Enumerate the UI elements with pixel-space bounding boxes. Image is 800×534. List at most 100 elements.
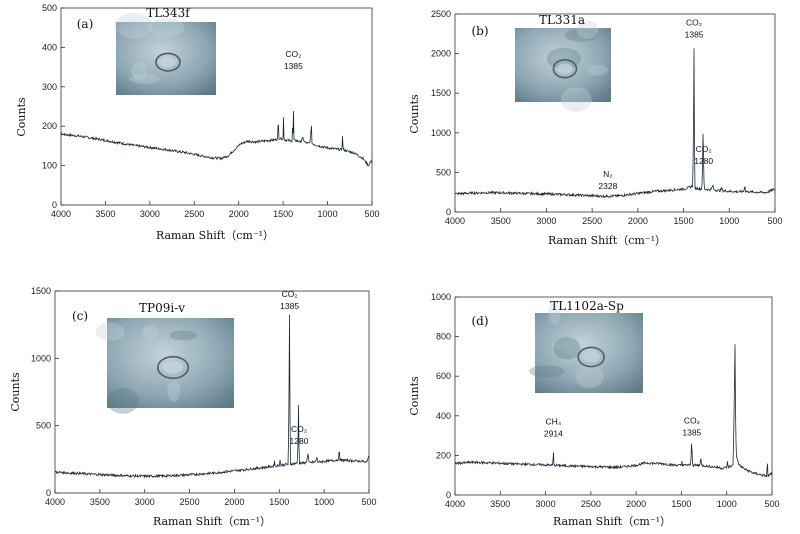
sample-id: TL331a	[539, 13, 585, 27]
x-tick-label: 3000	[135, 497, 155, 507]
peak-position-label: 1385	[682, 428, 701, 438]
panel-d: 4000 3500 3000 2500 2000 1500 1000 500 0 200 400 60…	[408, 292, 780, 528]
inclusion-outline	[155, 52, 181, 72]
x-tick-label: 1500	[674, 216, 694, 226]
x-tick-label: 1000	[314, 497, 334, 507]
spectrum-line	[454, 48, 776, 199]
x-tick-label: 1000	[318, 209, 338, 219]
x-tick-label: 3500	[95, 209, 115, 219]
x-tick-label: 500	[767, 216, 782, 226]
peak-position-label: 1385	[280, 301, 299, 311]
panel-a: 4000 3500 3000 2500 2000 1500 1000 500 0 100 200 30…	[15, 3, 380, 242]
spectrum-line	[454, 344, 773, 478]
y-tick-label: 1500	[31, 286, 51, 296]
x-tick-label: 2500	[581, 499, 601, 509]
inclusion-photo	[114, 12, 216, 95]
x-axis-label: Raman Shift（cm⁻¹）	[553, 515, 671, 528]
y-tick-label: 100	[42, 161, 57, 171]
y-tick-label: 500	[42, 3, 57, 13]
x-tick-label: 1500	[269, 497, 289, 507]
inclusion-outline	[577, 346, 605, 368]
y-tick-label: 500	[36, 421, 51, 431]
x-axis-label: Raman Shift（cm⁻¹）	[548, 234, 666, 247]
panel-label: (a)	[77, 17, 94, 31]
y-axis-label: Counts	[408, 376, 421, 416]
peak-position-label: 2328	[598, 181, 617, 191]
inclusion-photo	[515, 20, 611, 112]
inclusion-photo	[528, 302, 643, 393]
x-tick-label: 4000	[45, 497, 65, 507]
x-tick-label: 2000	[224, 497, 244, 507]
plot-frame	[54, 290, 370, 494]
y-tick-label: 200	[42, 121, 57, 131]
panel-label: (c)	[72, 309, 88, 323]
peak-species-label: CO₂	[282, 289, 298, 299]
plot-frame	[454, 296, 773, 496]
x-tick-label: 2000	[229, 209, 249, 219]
x-tick-label: 3000	[536, 216, 556, 226]
x-tick-label: 3000	[140, 209, 160, 219]
inclusion-outline	[156, 355, 190, 380]
peak-species-label: CO₂	[696, 144, 712, 154]
x-tick-label: 3000	[536, 499, 556, 509]
peak-position-label: 1280	[694, 156, 713, 166]
peak-position-label: 1385	[284, 61, 303, 71]
y-tick-label: 400	[436, 411, 451, 421]
y-axis-label: Counts	[408, 94, 421, 134]
y-axis-label: Counts	[15, 97, 28, 137]
y-tick-label: 1000	[431, 292, 451, 302]
peak-position-label: 2914	[544, 429, 563, 439]
x-tick-label: 3500	[491, 216, 511, 226]
peak-species-label: CO₂	[285, 49, 301, 59]
panel-c: 4000 3500 3000 2500 2000 1500 1000 500 0 500 1000 1…	[9, 286, 377, 528]
y-tick-label: 0	[446, 490, 451, 500]
peak-species-label: CO₂	[684, 416, 700, 426]
x-tick-label: 1500	[671, 499, 691, 509]
x-tick-label: 4000	[445, 499, 465, 509]
x-tick-label: 4000	[51, 209, 71, 219]
y-tick-label: 0	[446, 207, 451, 217]
y-tick-label: 800	[436, 332, 451, 342]
y-tick-label: 400	[42, 42, 57, 52]
y-tick-label: 500	[436, 167, 451, 177]
peak-species-label: N₂	[603, 169, 612, 179]
spectrum-line	[60, 110, 373, 167]
peak-species-label: CO₂	[291, 424, 307, 434]
x-tick-label: 2500	[582, 216, 602, 226]
y-tick-label: 300	[42, 82, 57, 92]
x-axis-label: Raman Shift（cm⁻¹）	[156, 229, 274, 242]
panel-label: (d)	[471, 314, 488, 328]
peak-species-label: CO₂	[686, 17, 702, 27]
peak-position-label: 1385	[685, 29, 704, 39]
x-tick-label: 3500	[490, 499, 510, 509]
plot-frame	[454, 13, 776, 213]
y-tick-label: 0	[46, 488, 51, 498]
y-tick-label: 2000	[431, 49, 451, 59]
x-tick-label: 1000	[717, 499, 737, 509]
sample-id: TP09i-v	[139, 301, 185, 315]
x-axis-label: Raman Shift（cm⁻¹）	[153, 515, 271, 528]
x-tick-label: 4000	[445, 216, 465, 226]
x-tick-label: 500	[764, 499, 779, 509]
plot-frame	[60, 7, 373, 206]
x-tick-label: 500	[364, 209, 379, 219]
peak-position-label: 1280	[290, 436, 309, 446]
sample-id: TL343f	[146, 6, 191, 20]
spectrum-line	[54, 314, 370, 479]
x-tick-label: 2500	[180, 497, 200, 507]
y-tick-label: 1000	[31, 353, 51, 363]
y-tick-label: 200	[436, 450, 451, 460]
inclusion-photo	[95, 318, 234, 414]
x-tick-label: 2000	[626, 499, 646, 509]
x-tick-label: 2500	[184, 209, 204, 219]
y-axis-label: Counts	[9, 372, 22, 412]
x-tick-label: 500	[361, 497, 376, 507]
x-tick-label: 1500	[273, 209, 293, 219]
x-tick-label: 1000	[719, 216, 739, 226]
x-tick-label: 3500	[90, 497, 110, 507]
y-tick-label: 2500	[431, 9, 451, 19]
x-tick-label: 2000	[628, 216, 648, 226]
inclusion-outline	[552, 59, 578, 79]
sample-id: TL1102a-Sp	[550, 299, 624, 313]
